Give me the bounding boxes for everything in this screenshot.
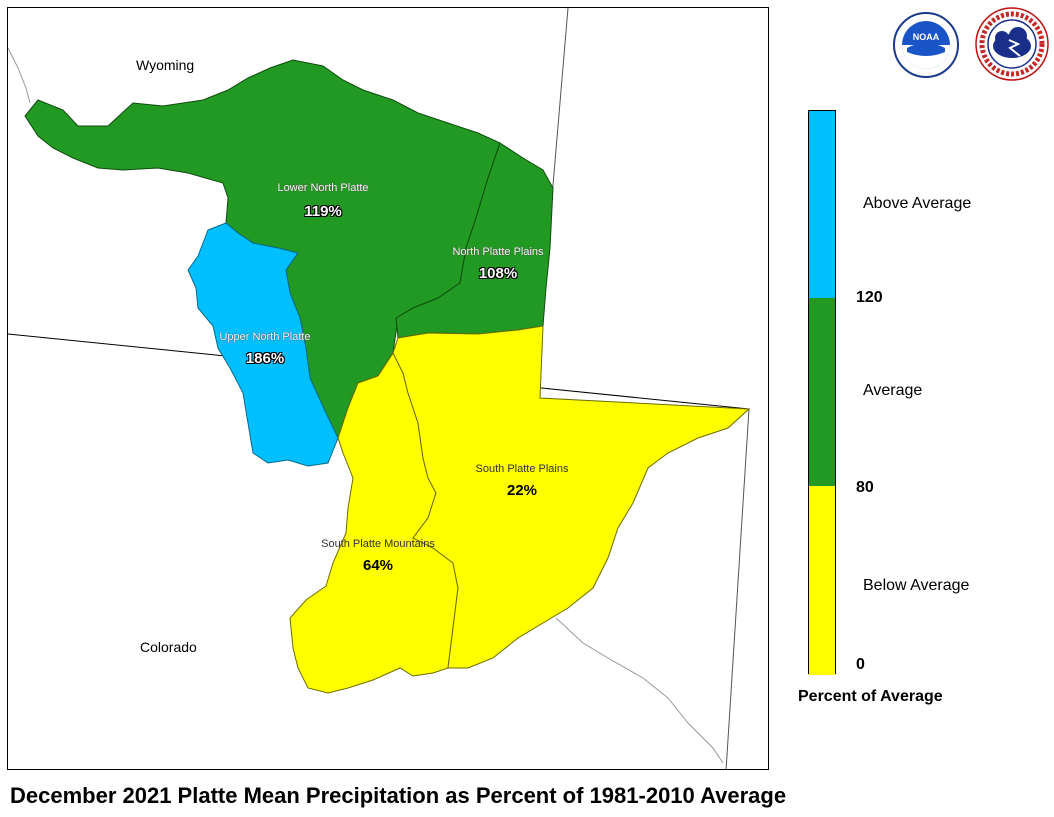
legend-segment-below-average xyxy=(809,486,835,675)
basin-name-south-platte-plains: South Platte Plains xyxy=(475,463,569,475)
basin-upper-north-platte[interactable] xyxy=(187,222,339,467)
legend-tick-0: 0 xyxy=(856,656,865,673)
basin-percent-north-platte-plains: 108% xyxy=(478,265,518,282)
legend-segment-average xyxy=(809,298,835,486)
basin-percent-south-platte-mountains: 64% xyxy=(362,557,394,574)
legend-label-above-average: Above Average xyxy=(863,195,972,212)
basin-name-lower-north-platte: Lower North Platte xyxy=(277,182,369,194)
legend-segment-above-average xyxy=(809,111,835,298)
state-label-colorado: Colorado xyxy=(140,639,197,655)
basin-name-south-platte-mountains: South Platte Mountains xyxy=(321,538,435,550)
river-line-west xyxy=(8,47,31,104)
basin-south-platte-plains[interactable] xyxy=(392,325,751,669)
state-label-wyoming: Wyoming xyxy=(136,57,195,73)
map-canvas xyxy=(8,8,751,769)
noaa-logo-text: NOAA xyxy=(913,32,940,42)
legend-title: Percent of Average xyxy=(798,688,943,705)
basin-percent-south-platte-plains: 22% xyxy=(506,482,538,499)
basin-name-north-platte-plains: North Platte Plains xyxy=(452,246,544,258)
page-title: December 2021 Platte Mean Precipitation … xyxy=(10,783,787,808)
river-line-southeast xyxy=(555,617,724,764)
basin-percent-upper-north-platte: 186% xyxy=(245,350,285,367)
basin-percent-lower-north-platte: 119% xyxy=(304,203,342,220)
state-border-east-colorado xyxy=(725,408,750,769)
map-frame: Wyoming Colorado Lower North Platte 119%… xyxy=(7,7,769,770)
legend-tick-120: 120 xyxy=(856,289,883,306)
legend-tick-80: 80 xyxy=(856,479,874,496)
legend-label-below-average: Below Average xyxy=(863,577,970,594)
legend-label-average: Average xyxy=(863,382,923,399)
noaa-logo-icon: NOAA xyxy=(893,12,959,78)
legend-color-bar xyxy=(808,110,836,675)
basin-name-upper-north-platte: Upper North Platte xyxy=(219,331,311,343)
nws-logo-icon xyxy=(975,7,1049,81)
